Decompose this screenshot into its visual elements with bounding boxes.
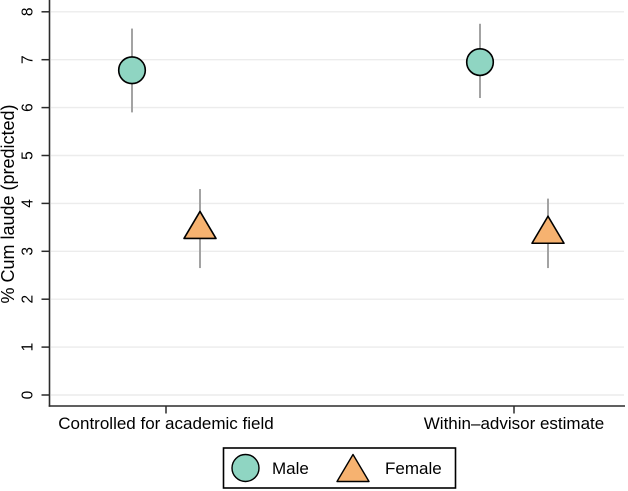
male-point-marker (117, 56, 147, 85)
legend-label-female: Female (385, 459, 442, 478)
legend: Male Female (222, 447, 457, 489)
gridlines (51, 11, 624, 396)
y-tick-label: 7 (20, 55, 37, 64)
legend-box (222, 447, 457, 489)
y-tick-labels: 0 1 2 3 4 5 6 7 8 (20, 7, 37, 399)
female-point-marker (183, 210, 217, 240)
female-legend-marker-icon (336, 453, 370, 483)
y-tick-label: 2 (20, 295, 37, 304)
y-tick-label: 5 (20, 151, 37, 160)
legend-label-male: Male (272, 459, 309, 478)
y-tick-label: 0 (20, 390, 37, 399)
female-point-marker (531, 215, 565, 245)
y-axis-title: % Cum laude (predicted) (0, 104, 18, 303)
y-tick-label: 6 (20, 103, 37, 112)
male-legend-marker-icon (231, 453, 260, 483)
y-axis-ticks (41, 11, 50, 396)
y-tick-label: 3 (20, 247, 37, 256)
x-axis-ticks (165, 406, 515, 414)
y-tick-label: 8 (20, 7, 37, 16)
y-tick-label: 4 (20, 199, 37, 208)
y-tick-label: 1 (20, 343, 37, 352)
data-points (117, 47, 565, 245)
x-category-label-right: Within–advisor estimate (424, 414, 604, 433)
x-category-label-left: Controlled for academic field (58, 414, 273, 433)
male-point-marker (465, 47, 495, 77)
